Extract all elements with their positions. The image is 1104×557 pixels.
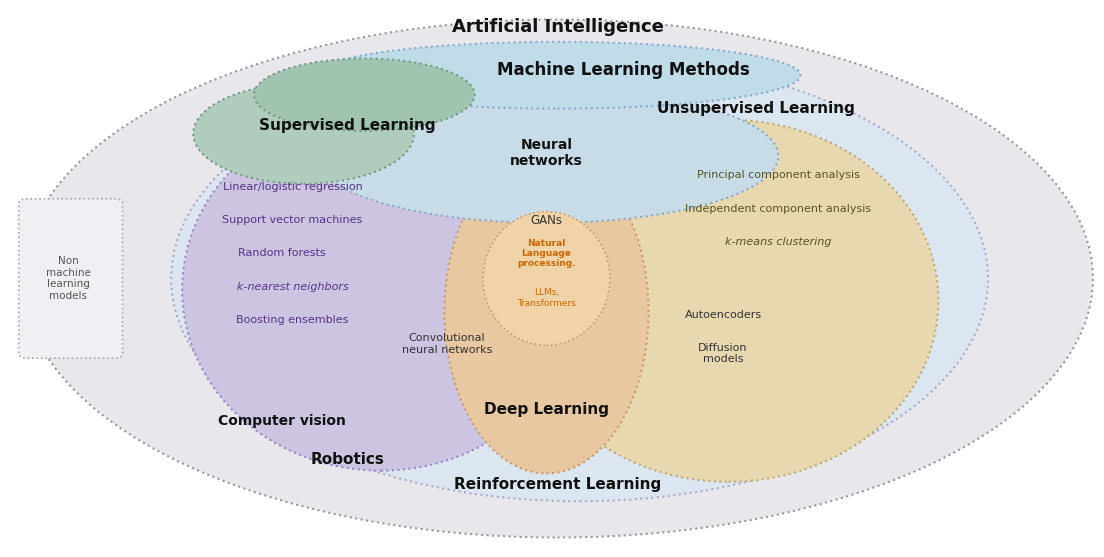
Text: Artificial Intelligence: Artificial Intelligence [452, 18, 664, 36]
Text: Supervised Learning: Supervised Learning [259, 118, 436, 133]
Ellipse shape [193, 84, 414, 184]
Text: GANs: GANs [531, 213, 562, 227]
Text: Neural
networks: Neural networks [510, 138, 583, 168]
Text: k-means clustering: k-means clustering [725, 237, 831, 247]
Ellipse shape [315, 89, 778, 223]
Text: k-nearest neighbors: k-nearest neighbors [236, 282, 349, 292]
Text: Diffusion
models: Diffusion models [699, 343, 747, 364]
Text: Deep Learning: Deep Learning [484, 402, 609, 417]
Text: Machine Learning Methods: Machine Learning Methods [498, 61, 750, 79]
Ellipse shape [171, 56, 988, 501]
Text: Independent component analysis: Independent component analysis [686, 204, 871, 214]
Text: Convolutional
neural networks: Convolutional neural networks [402, 334, 492, 355]
Ellipse shape [254, 58, 475, 131]
Text: Linear/logistic regression: Linear/logistic regression [223, 182, 362, 192]
Ellipse shape [22, 19, 1093, 538]
Text: Boosting ensembles: Boosting ensembles [236, 315, 349, 325]
Ellipse shape [484, 212, 609, 345]
Ellipse shape [444, 150, 649, 473]
Text: Support vector machines: Support vector machines [222, 215, 363, 225]
Text: Principal component analysis: Principal component analysis [697, 170, 860, 180]
Text: Autoencoders: Autoencoders [684, 310, 762, 320]
Text: Computer vision: Computer vision [217, 413, 346, 428]
FancyBboxPatch shape [19, 199, 123, 358]
Text: Robotics: Robotics [311, 452, 384, 467]
Text: Unsupervised Learning: Unsupervised Learning [657, 101, 856, 116]
Text: Random forests: Random forests [237, 248, 326, 258]
Text: LLMs,
Transformers: LLMs, Transformers [517, 289, 576, 307]
Ellipse shape [315, 42, 800, 109]
Ellipse shape [182, 109, 580, 471]
Text: Reinforcement Learning: Reinforcement Learning [454, 477, 661, 492]
Ellipse shape [519, 120, 938, 482]
Text: Natural
Language
processing.: Natural Language processing. [517, 238, 576, 268]
Text: Non
machine
learning
models: Non machine learning models [46, 256, 91, 301]
